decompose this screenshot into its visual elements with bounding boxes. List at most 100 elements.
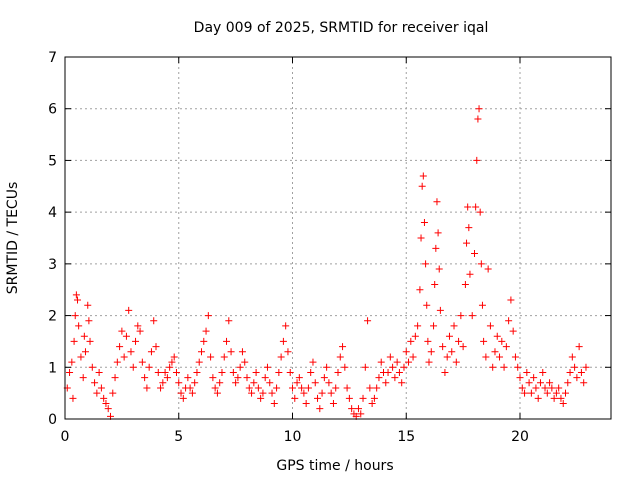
data-point	[81, 348, 89, 356]
data-point	[266, 379, 274, 387]
data-point	[95, 368, 103, 376]
data-point	[193, 368, 201, 376]
data-point	[357, 410, 365, 418]
data-point	[496, 353, 504, 361]
data-point	[245, 384, 253, 392]
data-point	[557, 394, 565, 402]
data-point	[85, 317, 93, 325]
chart-title: Day 009 of 2025, SRMTID for receiver iqa…	[194, 20, 489, 36]
data-point	[289, 384, 296, 392]
data-point	[314, 394, 322, 402]
data-point	[434, 229, 442, 237]
y-tick-label: 3	[48, 257, 57, 273]
data-point	[163, 374, 171, 382]
data-point	[284, 348, 292, 356]
grid-lines	[65, 57, 611, 419]
data-point	[427, 348, 435, 356]
data-point	[69, 394, 77, 402]
data-point	[80, 332, 88, 340]
data-point	[405, 358, 413, 366]
data-point	[104, 405, 112, 413]
data-point	[71, 312, 79, 320]
data-point	[441, 368, 449, 376]
data-point	[509, 327, 517, 335]
data-point	[300, 389, 308, 397]
data-point	[218, 368, 226, 376]
data-point	[482, 353, 490, 361]
data-point	[109, 389, 117, 397]
data-point	[461, 281, 469, 289]
y-tick-label: 0	[48, 412, 57, 428]
data-point	[91, 379, 99, 387]
data-point	[97, 384, 105, 392]
data-point	[250, 379, 258, 387]
data-point	[527, 389, 535, 397]
data-point	[416, 286, 424, 294]
data-point	[168, 358, 176, 366]
data-point	[548, 384, 556, 392]
data-point	[216, 379, 224, 387]
data-points	[63, 105, 590, 420]
data-point	[384, 368, 392, 376]
data-point	[161, 368, 169, 376]
data-point	[552, 389, 560, 397]
data-point	[227, 348, 235, 356]
data-point	[459, 343, 467, 351]
data-point	[141, 374, 149, 382]
data-point	[518, 384, 526, 392]
data-point	[175, 379, 183, 387]
data-point	[354, 405, 362, 413]
data-point	[302, 399, 310, 407]
data-point	[423, 301, 431, 309]
data-point	[122, 332, 130, 340]
data-point	[514, 363, 522, 371]
data-point	[150, 317, 158, 325]
data-point	[507, 296, 515, 304]
data-point	[536, 379, 544, 387]
data-point	[430, 322, 438, 330]
data-point	[323, 363, 331, 371]
data-point	[129, 363, 137, 371]
data-point	[539, 368, 547, 376]
data-point	[523, 368, 531, 376]
data-point	[291, 394, 299, 402]
data-point	[505, 317, 513, 325]
data-point	[473, 156, 481, 164]
data-point	[286, 368, 294, 376]
data-point	[373, 384, 381, 392]
data-point	[550, 394, 558, 402]
data-point	[398, 379, 406, 387]
data-point	[422, 260, 430, 268]
data-point	[435, 265, 443, 273]
data-point	[452, 358, 460, 366]
data-point	[268, 389, 276, 397]
data-point	[243, 374, 251, 382]
data-point	[74, 296, 82, 304]
data-point	[127, 348, 135, 356]
data-point	[493, 332, 501, 340]
data-point	[472, 203, 480, 211]
data-point	[304, 384, 312, 392]
data-point	[476, 208, 484, 216]
data-point	[433, 198, 441, 206]
plot-frame	[64, 56, 612, 420]
y-tick-label: 4	[48, 205, 57, 221]
data-point	[186, 384, 194, 392]
data-point	[411, 332, 419, 340]
y-tick-label: 7	[48, 50, 57, 66]
data-point	[359, 394, 367, 402]
data-point	[361, 363, 369, 371]
data-point	[145, 363, 153, 371]
data-point	[88, 363, 96, 371]
data-point	[100, 394, 108, 402]
y-axis-label: SRMTID / TECUs	[5, 182, 21, 295]
data-point	[179, 394, 187, 402]
data-point	[79, 374, 87, 382]
data-point	[116, 343, 124, 351]
data-point	[559, 399, 567, 407]
data-point	[86, 337, 94, 345]
data-point	[455, 337, 463, 345]
y-tick-label: 2	[48, 309, 57, 325]
data-point	[418, 182, 426, 190]
